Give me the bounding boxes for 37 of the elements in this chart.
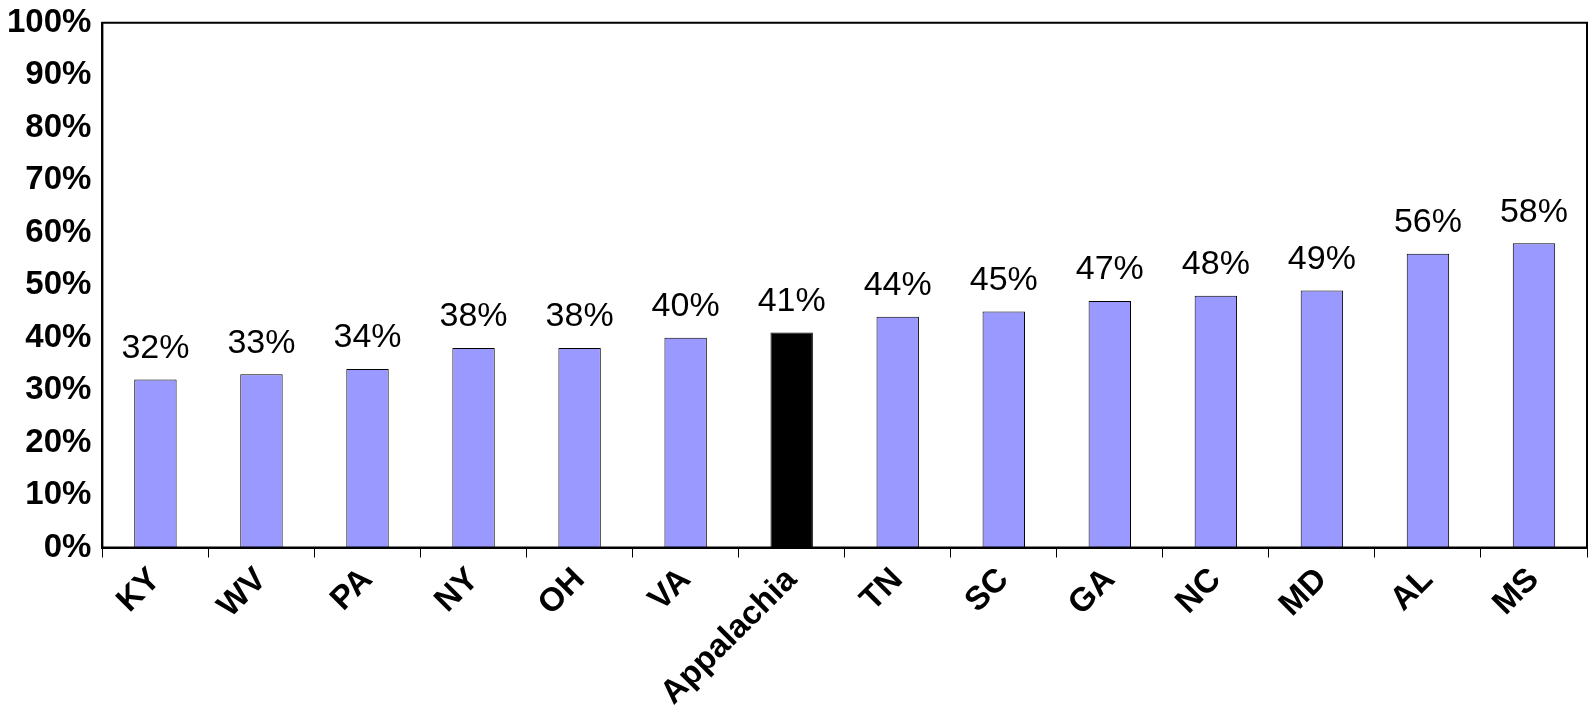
y-tick-label: 90% bbox=[25, 54, 92, 92]
y-tick-label: 20% bbox=[25, 421, 92, 459]
x-tick-label: PA bbox=[322, 559, 379, 617]
x-tick-label: MD bbox=[1270, 559, 1334, 623]
y-tick-label: 60% bbox=[25, 211, 92, 249]
y-tick-label: 100% bbox=[7, 1, 92, 39]
y-tick-label: 70% bbox=[25, 159, 92, 197]
y-tick-label: 40% bbox=[25, 316, 92, 354]
y-tick-label: 50% bbox=[25, 264, 92, 302]
y-tick-label: 10% bbox=[25, 474, 92, 512]
data-label: 56% bbox=[1393, 201, 1462, 240]
data-label: 45% bbox=[969, 258, 1038, 297]
x-tick-label: KY bbox=[108, 559, 167, 619]
data-label: 58% bbox=[1499, 190, 1569, 229]
y-tick-label: 30% bbox=[25, 369, 92, 407]
x-tick-label: GA bbox=[1060, 559, 1122, 621]
data-label: 34% bbox=[333, 316, 402, 355]
data-label: 40% bbox=[651, 285, 720, 323]
x-tick-label: SC bbox=[956, 559, 1016, 619]
data-label: 49% bbox=[1287, 237, 1356, 276]
x-tick-label: NC bbox=[1167, 559, 1228, 620]
data-label: 44% bbox=[863, 264, 932, 303]
x-tick-label: WV bbox=[209, 559, 273, 624]
data-label: 38% bbox=[545, 295, 614, 334]
x-tick-label: AL bbox=[1382, 559, 1440, 617]
data-label: 33% bbox=[227, 321, 296, 360]
x-tick-label: NY bbox=[426, 559, 485, 619]
y-tick-label: 80% bbox=[25, 106, 92, 144]
x-tick-label: TN bbox=[851, 559, 910, 617]
data-label: 41% bbox=[757, 279, 826, 318]
data-label: 32% bbox=[121, 326, 190, 365]
data-label: 47% bbox=[1075, 248, 1144, 287]
data-label: 38% bbox=[439, 295, 508, 334]
x-tick-label: OH bbox=[529, 559, 591, 621]
y-tick-label: 0% bbox=[43, 526, 92, 564]
x-tick-label: MS bbox=[1484, 559, 1546, 621]
data-label: 48% bbox=[1181, 243, 1250, 282]
